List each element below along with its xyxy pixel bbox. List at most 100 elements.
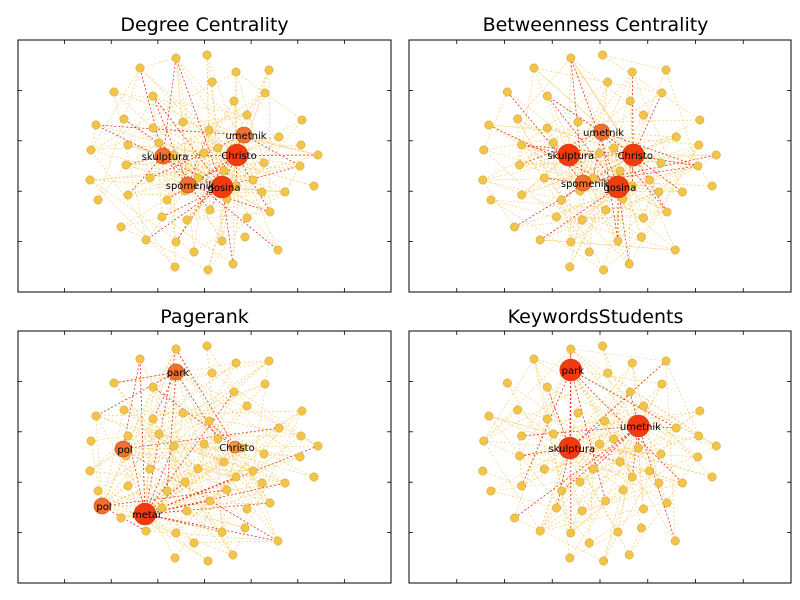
network-node (121, 160, 131, 170)
network-edge (187, 184, 223, 242)
network-node (542, 414, 552, 424)
network-edge (483, 372, 608, 442)
network-edge (519, 121, 579, 166)
network-node (240, 232, 250, 242)
network-node (711, 441, 721, 451)
network-node (645, 175, 655, 185)
network-edge (483, 440, 541, 532)
network-edge (583, 154, 717, 184)
network-node (633, 443, 643, 453)
network-edge (241, 447, 279, 542)
network-node (609, 434, 619, 444)
network-edge (539, 191, 659, 241)
network-node (615, 166, 625, 176)
network-node (513, 114, 523, 124)
network-edge (570, 369, 676, 542)
network-node (123, 481, 133, 491)
network-edge (95, 124, 223, 188)
network-edge (97, 67, 141, 201)
network-node (93, 195, 103, 205)
network-edge (507, 91, 668, 213)
network-node (193, 464, 203, 474)
panel-title: Betweenness Centrality (482, 14, 709, 36)
network-node (85, 175, 95, 185)
network-node (539, 464, 549, 474)
network-edge (186, 211, 271, 221)
axis-ticks (18, 331, 391, 583)
network-edge (144, 420, 210, 515)
network-node (618, 485, 628, 495)
network-edge (226, 489, 246, 529)
network-node (613, 527, 623, 537)
network-node (145, 173, 155, 183)
node-label: park (562, 366, 585, 377)
network-edge (638, 447, 644, 510)
highlight-node (558, 436, 582, 460)
panel-degree: Degree Centrality Christo gosina skulptura… (0, 0, 400, 300)
network-node (584, 538, 594, 548)
network-node (297, 406, 307, 416)
network-edge (490, 405, 644, 492)
network-node (515, 451, 525, 461)
network-node (693, 161, 703, 171)
network-edge (490, 470, 650, 492)
highlight-node (627, 414, 650, 438)
network-node (637, 232, 646, 242)
network-edge (184, 154, 319, 192)
network-edge (603, 427, 677, 562)
network-node (484, 411, 494, 421)
highlight-node (179, 176, 197, 194)
network-edge (152, 362, 237, 420)
network-edge (175, 371, 219, 440)
network-node (119, 114, 129, 124)
network-edge (556, 362, 633, 509)
highlight-node (114, 440, 132, 458)
network-edge (113, 91, 245, 136)
network-edge (149, 461, 225, 470)
network-edge (152, 127, 263, 193)
network-edge (236, 92, 266, 156)
network-node (639, 504, 648, 514)
network-node (575, 477, 585, 487)
network-node (228, 550, 238, 560)
network-edge (601, 131, 698, 167)
network-node (486, 486, 496, 496)
network-edge (173, 445, 254, 472)
network-node (123, 140, 133, 150)
network-node (486, 195, 496, 205)
network-edge (236, 154, 279, 251)
network-edge (173, 445, 211, 502)
network-edge (127, 154, 238, 196)
network-edge (539, 412, 579, 532)
network-edge (252, 119, 303, 181)
network-edge (617, 69, 667, 188)
network-edge (158, 142, 223, 188)
network-node (601, 205, 611, 215)
network-edge (144, 500, 211, 515)
network-node (171, 528, 181, 538)
network-edge (122, 358, 141, 450)
network-node (484, 120, 494, 130)
network-edge (101, 461, 225, 507)
network-edge (120, 226, 209, 271)
network-edge (514, 425, 639, 519)
panel-keywords-students: KeywordsStudents umetnik skulptura park (400, 300, 800, 600)
network-edge (125, 162, 265, 166)
network-node (566, 528, 576, 538)
network-node (116, 222, 126, 232)
network-node (207, 368, 217, 378)
network-edge (90, 71, 237, 151)
network-edge (521, 425, 639, 437)
network-node (577, 506, 587, 516)
network-node (565, 262, 575, 272)
network-node (178, 117, 188, 127)
network-node (193, 173, 203, 183)
network-edge (175, 348, 236, 448)
network-node (135, 354, 145, 364)
network-edge (197, 154, 238, 179)
network-edge (581, 136, 677, 221)
network-edge (483, 129, 605, 151)
network-edge (570, 489, 624, 534)
network-edge (589, 508, 644, 544)
panel-pagerank: Pagerank metar pol pol park Christo (0, 300, 400, 600)
